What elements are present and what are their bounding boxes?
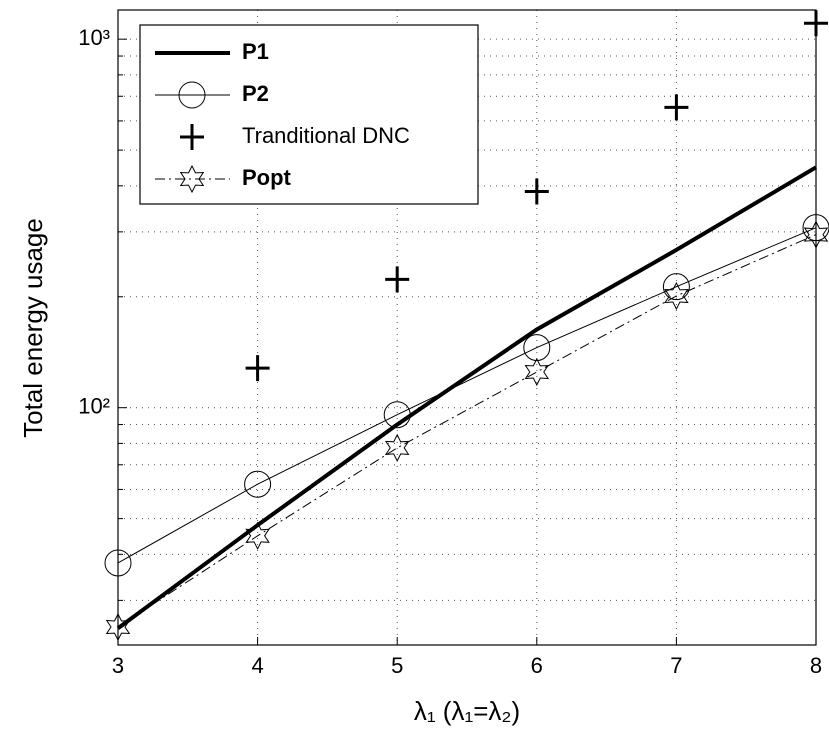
- data-point: [804, 10, 828, 37]
- data-point: [802, 214, 829, 242]
- data-point: [104, 549, 132, 577]
- data-point: [524, 357, 550, 387]
- series-line: [116, 165, 818, 630]
- legend-marker: [180, 124, 204, 150]
- x-axis-label: λ₁ (λ₁=λ₂): [414, 696, 520, 726]
- plot-frame: [117, 9, 817, 646]
- data-point: [244, 470, 272, 498]
- y-tick-label: 10²: [78, 394, 110, 419]
- x-tick-label: 5: [391, 653, 403, 678]
- legend-marker: [179, 164, 205, 194]
- data-point: [384, 433, 410, 463]
- data-point: [105, 612, 131, 642]
- data-point: [523, 334, 551, 362]
- y-axis-label: Total energy usage: [18, 218, 48, 438]
- data-point: [803, 220, 829, 249]
- data-point: [662, 273, 690, 301]
- data-point: [385, 266, 410, 293]
- legend-label: Tranditional DNC: [242, 123, 410, 148]
- data-point: [383, 401, 411, 429]
- y-tick-label: 10³: [78, 25, 110, 50]
- legend-label: P2: [242, 81, 269, 106]
- x-tick-label: 6: [531, 653, 543, 678]
- x-tick-label: 4: [251, 653, 263, 678]
- x-tick-label: 8: [810, 653, 822, 678]
- series-line: [117, 227, 817, 564]
- x-tick-label: 7: [670, 653, 682, 678]
- legend-marker: [178, 81, 206, 109]
- legend-label: Popt: [242, 165, 292, 190]
- data-point: [524, 178, 549, 205]
- x-tick-label: 3: [112, 653, 124, 678]
- data-point: [245, 355, 270, 382]
- data-point: [245, 521, 270, 550]
- legend-label: P1: [242, 39, 269, 64]
- data-point: [664, 94, 689, 121]
- data-point: [664, 281, 689, 311]
- series-line: [117, 234, 817, 628]
